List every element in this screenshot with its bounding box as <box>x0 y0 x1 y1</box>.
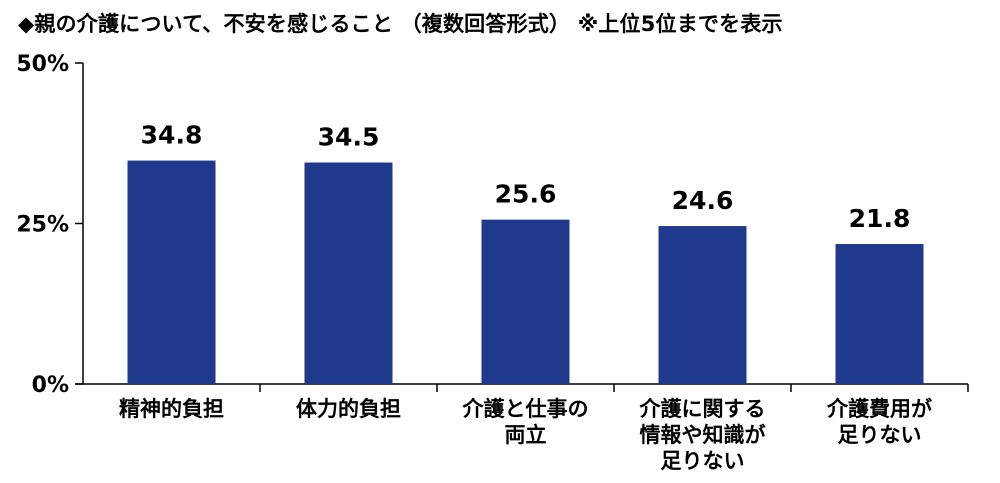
x-category-label: 介護に関する 情報や知識が 足りない <box>639 397 766 473</box>
bar <box>127 160 216 384</box>
data-label: 34.5 <box>318 123 380 152</box>
y-tick-label: 0% <box>32 373 69 398</box>
x-category-label: 介護費用が 足りない <box>827 397 932 447</box>
data-label: 34.8 <box>141 121 203 150</box>
data-label: 24.6 <box>672 186 734 215</box>
y-tick-label: 25% <box>16 213 69 238</box>
bar <box>835 244 924 384</box>
x-category-label: 介護と仕事の 両立 <box>462 397 589 447</box>
bar <box>304 162 393 384</box>
data-label: 21.8 <box>849 204 911 233</box>
y-tick-label: 50% <box>16 52 69 77</box>
bar <box>481 219 570 384</box>
bar <box>658 226 747 384</box>
data-label: 25.6 <box>495 180 557 209</box>
chart-title: ◆親の介護について、不安を感じること （複数回答形式） ※上位5位までを表示 <box>18 12 783 36</box>
x-category-label: 精神的負担 <box>119 397 224 421</box>
x-category-label: 体力的負担 <box>296 397 401 421</box>
